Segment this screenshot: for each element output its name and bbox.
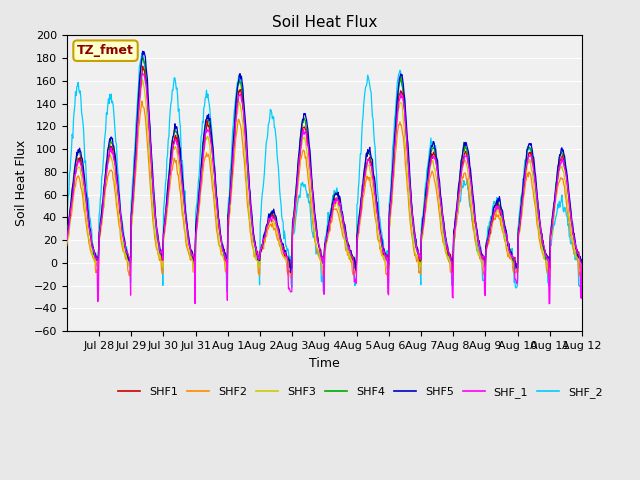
SHF_1 <box>407 194 415 200</box>
SHF1 <box>407 192 415 198</box>
SHF_2 <box>264 121 272 127</box>
SHF_2 <box>578 258 586 264</box>
Line: SHF_1: SHF_1 <box>67 73 582 304</box>
SHF5 <box>379 241 387 247</box>
SHF_1 <box>545 301 553 307</box>
SHF4 <box>378 244 386 250</box>
SHF3 <box>63 240 70 246</box>
SHF4 <box>219 244 227 250</box>
SHF2 <box>138 98 146 104</box>
SHF1 <box>219 245 227 251</box>
SHF4 <box>407 192 415 198</box>
SHF_2 <box>219 249 227 254</box>
SHF4 <box>264 221 271 227</box>
SHF1 <box>244 168 252 174</box>
SHF4 <box>578 257 586 263</box>
SHF2 <box>219 252 227 258</box>
SHF4 <box>140 55 147 61</box>
SHF4 <box>511 266 519 272</box>
SHF3 <box>124 257 131 263</box>
Line: SHF5: SHF5 <box>67 51 582 272</box>
SHF3 <box>245 204 253 210</box>
Text: TZ_fmet: TZ_fmet <box>77 44 134 57</box>
SHF5 <box>578 261 586 266</box>
SHF_1 <box>219 248 227 253</box>
SHF5 <box>63 234 70 240</box>
Line: SHF1: SHF1 <box>67 66 582 272</box>
SHF2 <box>408 230 415 236</box>
X-axis label: Time: Time <box>309 357 340 370</box>
SHF_2 <box>379 237 387 243</box>
Title: Soil Heat Flux: Soil Heat Flux <box>272 15 377 30</box>
SHF_1 <box>378 242 386 248</box>
SHF_1 <box>63 238 70 244</box>
SHF5 <box>124 251 131 257</box>
Line: SHF3: SHF3 <box>67 80 582 269</box>
SHF_1 <box>578 259 586 265</box>
SHF4 <box>124 252 131 257</box>
SHF2 <box>124 258 131 264</box>
SHF5 <box>287 269 294 275</box>
SHF3 <box>264 224 272 229</box>
Line: SHF_2: SHF_2 <box>67 53 582 291</box>
SHF1 <box>378 241 386 247</box>
SHF_2 <box>408 208 415 214</box>
SHF5 <box>408 198 415 204</box>
SHF2 <box>578 263 586 269</box>
SHF3 <box>139 77 147 83</box>
SHF2 <box>244 208 252 214</box>
SHF4 <box>244 166 252 172</box>
SHF2 <box>287 275 294 281</box>
Line: SHF2: SHF2 <box>67 101 582 278</box>
SHF3 <box>578 260 586 265</box>
SHF_2 <box>138 50 146 56</box>
SHF4 <box>63 230 70 236</box>
SHF2 <box>264 225 271 231</box>
SHF1 <box>139 63 147 69</box>
SHF_2 <box>223 288 230 294</box>
SHF3 <box>408 223 415 228</box>
SHF3 <box>219 253 227 259</box>
SHF1 <box>578 257 586 263</box>
SHF1 <box>449 269 457 275</box>
SHF3 <box>379 252 387 258</box>
SHF_1 <box>244 170 252 176</box>
SHF_2 <box>124 250 131 256</box>
SHF1 <box>63 236 70 241</box>
SHF5 <box>264 221 271 227</box>
Legend: SHF1, SHF2, SHF3, SHF4, SHF5, SHF_1, SHF_2: SHF1, SHF2, SHF3, SHF4, SHF5, SHF_1, SHF… <box>113 383 607 403</box>
SHF3 <box>223 266 231 272</box>
SHF_1 <box>264 223 271 228</box>
SHF2 <box>63 243 70 249</box>
SHF1 <box>124 251 131 257</box>
SHF_2 <box>245 184 253 190</box>
Y-axis label: Soil Heat Flux: Soil Heat Flux <box>15 140 28 227</box>
SHF5 <box>219 241 227 247</box>
SHF1 <box>264 221 271 227</box>
SHF5 <box>244 165 252 170</box>
SHF5 <box>139 48 147 54</box>
SHF_1 <box>138 71 146 76</box>
Line: SHF4: SHF4 <box>67 58 582 269</box>
SHF_1 <box>124 250 131 256</box>
SHF2 <box>379 252 387 258</box>
SHF_2 <box>63 208 70 214</box>
